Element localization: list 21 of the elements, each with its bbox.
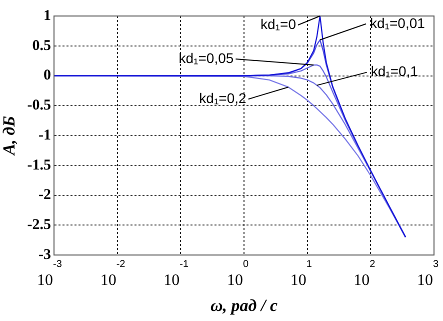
x-tick-label: 103 xyxy=(417,258,439,290)
x-tick-label: 100 xyxy=(227,258,249,290)
y-tick-label: -2.5 xyxy=(27,217,51,233)
x-tick-label: 102 xyxy=(354,258,376,290)
text: kd₁=0,01 xyxy=(370,14,426,31)
y-tick-label: 0 xyxy=(44,68,51,84)
y-tick-label: 0.5 xyxy=(32,38,51,54)
x-tick-label: 10-2 xyxy=(100,258,126,290)
x-tick-label: 10-1 xyxy=(164,258,189,290)
x-tick-label: 101 xyxy=(290,258,312,290)
y-axis-title: A, дБ xyxy=(0,116,19,156)
series-label: kd₁=0 xyxy=(260,16,296,32)
y-tick-label: -1.5 xyxy=(27,157,51,174)
x-axis-title: ω, рад / с xyxy=(210,296,278,316)
y-tick-label: -1 xyxy=(38,127,51,144)
series-label: kd₁=0,05 xyxy=(178,50,234,66)
text: kd₁=0,1 xyxy=(370,63,418,80)
y-tick-label: 1 xyxy=(44,8,51,24)
y-tick-label: -0.5 xyxy=(27,98,51,114)
y-tick-label: -2 xyxy=(38,187,51,204)
series-label: kd₁=0,2 xyxy=(199,90,247,106)
